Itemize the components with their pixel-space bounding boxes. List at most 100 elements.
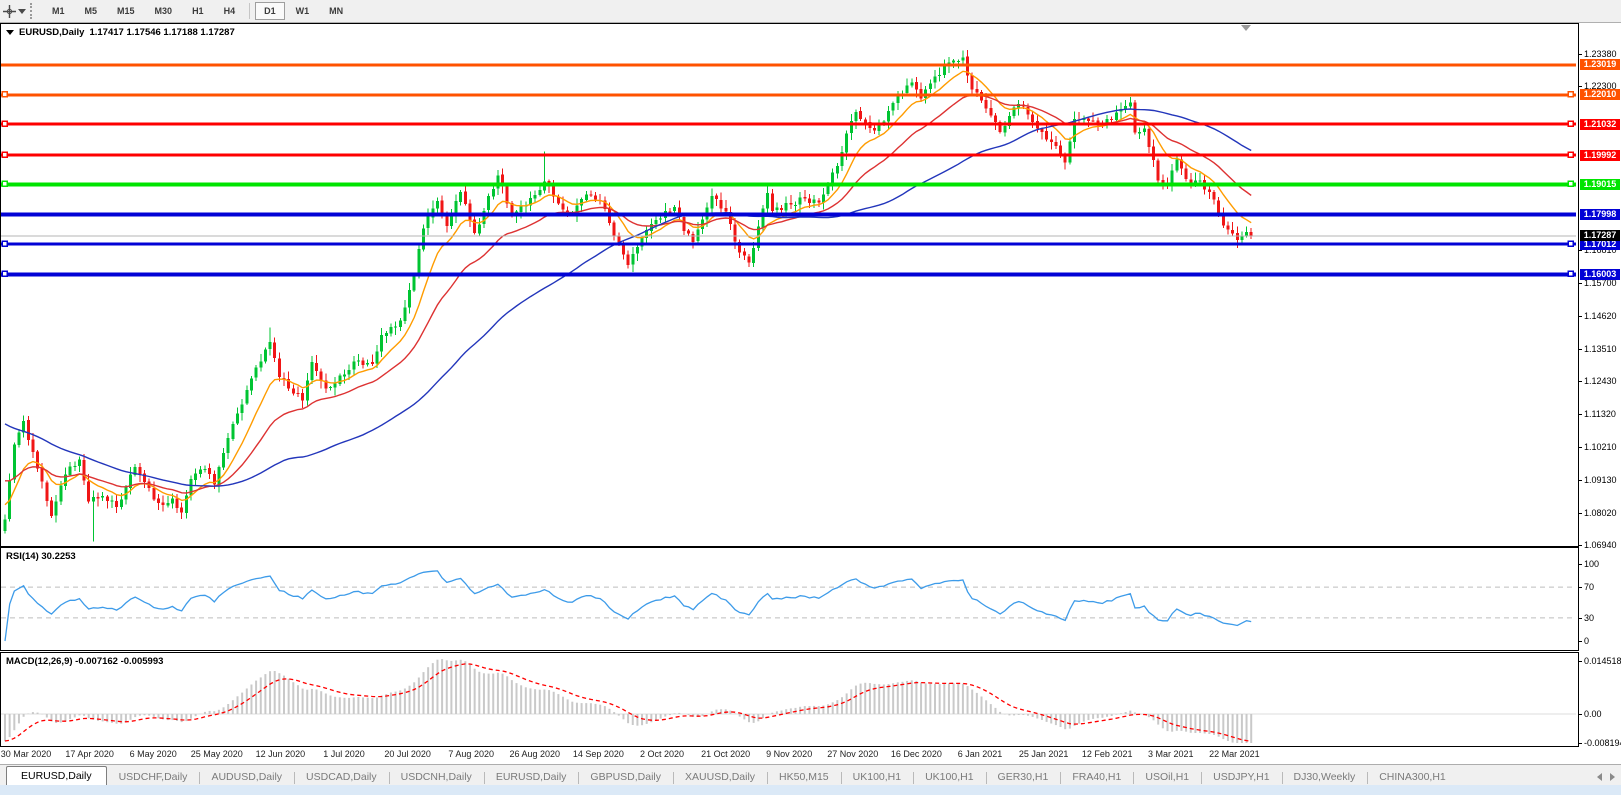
chart-tab-usdchf-daily[interactable]: USDCHF,Daily (118, 771, 188, 783)
chart-tab-eurusd-daily[interactable]: EURUSD,Daily (483, 768, 579, 786)
chart-tab-china300-h1[interactable]: CHINA300,H1 (1367, 768, 1458, 786)
date-tick-label: 12 Jun 2020 (255, 749, 306, 759)
chart-collapse-icon[interactable] (6, 30, 14, 35)
hline-price-label[interactable]: 1.21032 (1580, 118, 1620, 130)
date-tick-label: 21 Oct 2020 (701, 749, 751, 759)
rsi-indicator-pane: RSI(14) 30.2253 (0, 547, 1579, 651)
timeframe-button-h4[interactable]: H4 (223, 6, 236, 16)
timeframe-button-m1[interactable]: M1 (52, 6, 65, 16)
price-tick-label: 1.14620 (1578, 311, 1617, 321)
date-tick-label: 25 Jan 2021 (1018, 749, 1069, 759)
macd-plot (1, 659, 1576, 743)
date-tick-label: 14 Sep 2020 (572, 749, 624, 759)
date-tick-label: 30 Mar 2020 (0, 749, 52, 759)
rsi-scale-label: 30 (1578, 613, 1594, 623)
price-tick-label: 1.12430 (1578, 376, 1617, 386)
hline-price-label[interactable]: 1.19015 (1580, 178, 1620, 190)
timeframe-button-mn[interactable]: MN (329, 6, 344, 16)
timeframe-button-m15[interactable]: M15 (117, 6, 135, 16)
macd-scale-label: 0.00 (1578, 709, 1602, 719)
price-tick-label: 1.22300 (1578, 81, 1617, 91)
price-tick-label: 1.10210 (1578, 442, 1617, 452)
chart-tab-bar: EURUSD,Daily USDCHF,Daily AUDUSD,Daily USDC… (0, 764, 1621, 786)
chart-ohlc-values: 1.17417 1.17546 1.17188 1.17287 (89, 27, 235, 38)
chart-symbol-label: EURUSD,Daily (19, 27, 85, 38)
chart-tab-usdcad-daily[interactable]: USDCAD,Daily (294, 768, 389, 786)
price-tick-label: 1.16810 (1578, 245, 1617, 255)
chart-tab-usoil-h1[interactable]: USOil,H1 (1133, 768, 1201, 786)
tab-scroll-arrows (1597, 773, 1615, 786)
date-tick-label: 22 Mar 2021 (1209, 749, 1260, 759)
date-tick-label: 1 Jul 2020 (323, 749, 365, 759)
chart-tab-fra40-h1[interactable]: FRA40,H1 (1060, 768, 1133, 786)
date-tick-label: 26 Aug 2020 (509, 749, 561, 759)
main-price-chart-pane: EURUSD,Daily 1.17417 1.17546 1.17188 1.1… (0, 23, 1579, 547)
chart-title: EURUSD,Daily 1.17417 1.17546 1.17188 1.1… (6, 27, 235, 38)
date-tick-label: 6 Jan 2021 (957, 749, 1003, 759)
crosshair-glyph (2, 4, 16, 18)
chart-tab-usdcnh-daily[interactable]: USDCNH,Daily (388, 768, 484, 786)
chart-tab-hk50-m15[interactable]: HK50,M15 (767, 768, 841, 786)
date-tick-label: 17 Apr 2020 (65, 749, 114, 759)
price-tick-label: 1.11320 (1578, 409, 1616, 419)
hline-price-label[interactable]: 1.17998 (1580, 209, 1620, 221)
chart-tab-audusd-daily[interactable]: AUDUSD,Daily (199, 768, 294, 786)
date-tick-label: 2 Oct 2020 (639, 749, 685, 759)
date-tick-label: 9 Nov 2020 (766, 749, 813, 759)
date-tick-label: 3 Mar 2021 (1148, 749, 1194, 759)
timeframe-toolbar: M1 M5 M15 M30 H1 H4 D1 W1 MN (0, 0, 1621, 23)
chart-tab-uk100-h1[interactable]: UK100,H1 (913, 768, 985, 786)
hline-price-label[interactable]: 1.17012 (1580, 238, 1620, 250)
macd-indicator-pane: MACD(12,26,9) -0.007162 -0.005993 (0, 652, 1579, 747)
status-strip (0, 785, 1621, 795)
dropdown-caret-icon[interactable] (17, 8, 26, 14)
tab-scroll-left-icon[interactable] (1597, 773, 1602, 781)
macd-scale-label: 0.014518 (1578, 656, 1621, 666)
toolbar-drag-handle[interactable] (30, 3, 36, 19)
price-tick-label: 1.15700 (1578, 278, 1617, 288)
hline-price-label[interactable]: 1.19992 (1580, 149, 1620, 161)
timeframe-button-d1[interactable]: D1 (255, 2, 285, 20)
chart-tab-gbpusd-daily[interactable]: GBPUSD,Daily (578, 768, 673, 786)
date-tick-label: 20 Jul 2020 (384, 749, 431, 759)
macd-label: MACD(12,26,9) -0.007162 -0.005993 (6, 656, 164, 667)
macd-scale-label: -0.008194 (1578, 738, 1621, 748)
date-tick-label: 7 Aug 2020 (448, 749, 494, 759)
date-tick-label: 6 May 2020 (129, 749, 177, 759)
toolbar-separator (249, 3, 251, 19)
date-tick-label: 25 May 2020 (190, 749, 243, 759)
date-tick-label: 27 Nov 2020 (827, 749, 879, 759)
chart-tab-usdjpy-h1[interactable]: USDJPY,H1 (1201, 768, 1281, 786)
candlestick-plot (1, 49, 1576, 542)
chart-tab-eurusd-daily[interactable]: EURUSD,Daily (6, 766, 107, 786)
current-price-label[interactable]: 1.17287 (1580, 230, 1620, 242)
price-tick-label: 1.06940 (1578, 540, 1617, 550)
hline-price-label[interactable]: 1.23019 (1580, 59, 1620, 71)
date-tick-label: 16 Dec 2020 (890, 749, 942, 759)
timeframe-button-m30[interactable]: M30 (154, 6, 173, 16)
price-tick-label: 1.09130 (1578, 475, 1617, 485)
crosshair-cursor-icon[interactable] (2, 2, 26, 20)
tab-scroll-right-icon[interactable] (1610, 773, 1615, 781)
chart-tab-uk100-h1[interactable]: UK100,H1 (840, 768, 913, 786)
date-tick-label: 12 Feb 2021 (1081, 749, 1133, 759)
chart-shift-marker-icon[interactable] (1241, 25, 1251, 31)
rsi-scale-label: 100 (1578, 559, 1599, 569)
price-tick-label: 1.08020 (1578, 508, 1617, 518)
rsi-scale-label: 70 (1578, 582, 1594, 592)
timeframe-button-w1[interactable]: W1 (295, 6, 310, 16)
price-tick-label: 1.13510 (1578, 344, 1617, 354)
price-tick-label: 1.23380 (1578, 49, 1617, 59)
timeframe-button-h1[interactable]: H1 (192, 6, 204, 16)
date-axis: 30 Mar 2020 17 Apr 2020 6 May 2020 25 May 2… (0, 747, 1577, 763)
timeframe-button-m5[interactable]: M5 (84, 6, 98, 16)
rsi-scale-label: 0 (1578, 636, 1589, 646)
chart-tab-xauusd-daily[interactable]: XAUUSD,Daily (673, 768, 767, 786)
chart-tab-ger30-h1[interactable]: GER30,H1 (985, 768, 1061, 786)
rsi-plot (1, 570, 1576, 642)
hline-price-label[interactable]: 1.16003 (1580, 268, 1620, 280)
hline-price-label[interactable]: 1.22010 (1580, 89, 1620, 101)
rsi-label: RSI(14) 30.2253 (6, 551, 76, 562)
chart-tab-dj30-weekly[interactable]: DJ30,Weekly (1281, 768, 1368, 786)
